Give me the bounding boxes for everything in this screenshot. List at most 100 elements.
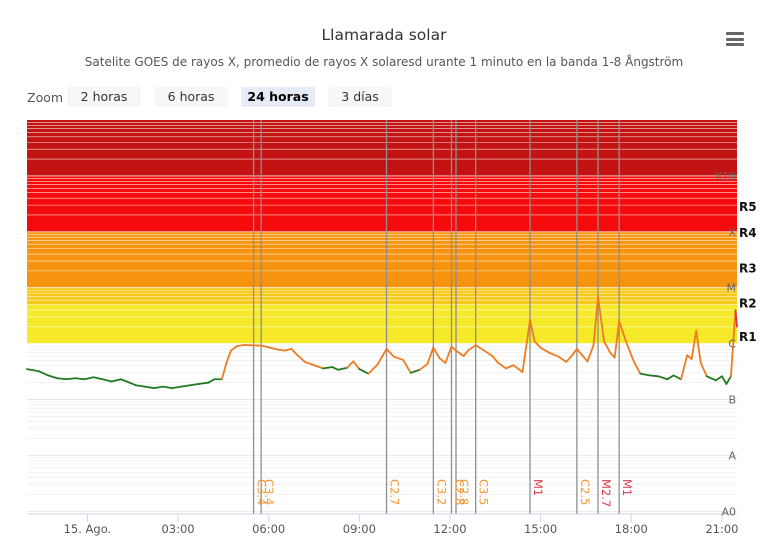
flux-segment: [38, 370, 50, 377]
flux-segment: [633, 361, 642, 375]
flux-segment: [625, 342, 636, 364]
flux-segment: [358, 368, 370, 375]
y-label-a: A: [728, 449, 736, 462]
flare-label-c2-7: C2.7: [388, 479, 402, 505]
flux-segment: [603, 340, 612, 354]
flare-label-c2-8: C2.8: [457, 479, 471, 505]
chart-title: Llamarada solar: [321, 26, 447, 44]
flare-label-c2-5: C2.5: [578, 479, 592, 505]
x-tick-label: 03:00: [161, 522, 194, 536]
r-label-r2: R2: [739, 297, 757, 311]
flux-segment: [47, 374, 59, 380]
x-tick-label: 09:00: [343, 522, 376, 536]
flux-segment: [426, 346, 435, 365]
flux-segment: [284, 347, 293, 352]
flux-segment: [491, 355, 500, 364]
flux-segment: [438, 357, 447, 364]
flux-segment: [695, 329, 702, 364]
flux-segment: [393, 355, 405, 361]
flux-segment: [639, 372, 651, 377]
y-label-x: X: [728, 226, 736, 239]
flux-segment: [337, 366, 349, 371]
y-label-x10: X10: [714, 170, 736, 183]
flux-segment: [367, 363, 379, 375]
flux-segment: [143, 385, 155, 389]
flux-segment: [56, 377, 68, 381]
flux-segment: [376, 348, 388, 366]
flux-segment: [119, 378, 128, 383]
flux-segment: [497, 362, 507, 370]
flux-segment: [597, 295, 605, 343]
flare-label-c3-2: C3.2: [434, 479, 448, 505]
r-label-r3: R3: [739, 262, 757, 276]
flux-segment: [592, 295, 599, 347]
flux-segment: [260, 344, 270, 349]
flux-segment: [207, 378, 216, 384]
flare-label-m1: M1: [531, 479, 545, 496]
flux-segment: [385, 348, 395, 358]
flux-segment: [575, 348, 584, 357]
x-tick-label: 21:00: [705, 522, 738, 536]
flux-segment: [304, 361, 315, 367]
flux-segment: [569, 348, 578, 358]
flux-segment: [648, 374, 660, 378]
flux-segment: [521, 319, 531, 373]
flux-segment: [699, 362, 708, 378]
flux-segment: [65, 377, 77, 381]
flux-segment: [236, 343, 246, 348]
flux-segment: [198, 381, 210, 385]
flux-segment: [346, 360, 355, 369]
flux-segment: [352, 360, 361, 370]
flux-segment: [720, 375, 728, 385]
flux-segment: [296, 354, 306, 363]
x-tick-label: 12:00: [433, 522, 466, 536]
flare-label-c3-4: C3.4: [262, 479, 276, 505]
flux-segment: [162, 385, 173, 389]
zoom-label: Zoom: [27, 89, 64, 105]
flux-segment: [322, 366, 334, 370]
hamburger-menu-icon[interactable]: [726, 32, 744, 46]
flux-segment: [402, 359, 412, 374]
flux-segment: [613, 320, 621, 359]
flux-segment: [539, 346, 551, 354]
zoom-button-3d[interactable]: 3 días: [328, 87, 393, 107]
r-label-r5: R5: [739, 200, 757, 214]
y-label-m: M: [727, 282, 737, 295]
zoom-selector: Zoom 2 horas 6 horas 24 horas 3 días: [27, 87, 405, 107]
r-label-r1: R1: [739, 330, 757, 344]
flux-segment: [548, 352, 560, 358]
flux-segment: [730, 309, 737, 378]
flux-segment: [565, 355, 572, 363]
flux-segment: [418, 363, 429, 371]
flux-segment: [220, 362, 228, 381]
flare-label-c2-8: C2.8: [452, 479, 466, 505]
flux-segment: [504, 364, 515, 370]
zoom-button-2h[interactable]: 2 horas: [67, 87, 142, 107]
flare-labels: C3.4C3.4 C2.7 C3.2 C2.8C2.8 C3.5 M1 C2.5 M2.7 M1: [255, 479, 635, 507]
x-tick-label: 15:00: [524, 522, 557, 536]
flare-marker-lines: [252, 120, 620, 514]
flux-segment: [474, 344, 485, 351]
flux-segment: [313, 364, 324, 370]
flux-segment: [409, 368, 421, 374]
flux-segment: [225, 349, 232, 364]
flux-segment: [557, 355, 568, 363]
flare-label-c3-5: C3.5: [477, 479, 491, 505]
flux-segment: [586, 344, 595, 363]
flux-segment: [180, 384, 192, 388]
zoom-button-24h[interactable]: 24 horas: [241, 87, 316, 107]
zoom-button-6h[interactable]: 6 horas: [154, 87, 229, 107]
flux-segment: [690, 329, 698, 360]
band-0: [27, 304, 737, 344]
flux-peak-segment: [734, 309, 738, 327]
flux-series: [26, 295, 738, 389]
flux-segment: [680, 354, 689, 381]
r-label-r4: R4: [739, 226, 757, 240]
flare-label-m2-7: M2.7: [599, 479, 613, 507]
flux-segment: [83, 376, 95, 381]
flux-segment: [672, 374, 683, 381]
flux-segment: [618, 320, 628, 345]
y-label-c: C: [728, 338, 736, 351]
x-axis: 15. Ago. 03:00 06:00 09:00 12:00 15:00 18:00 21…: [27, 513, 738, 536]
